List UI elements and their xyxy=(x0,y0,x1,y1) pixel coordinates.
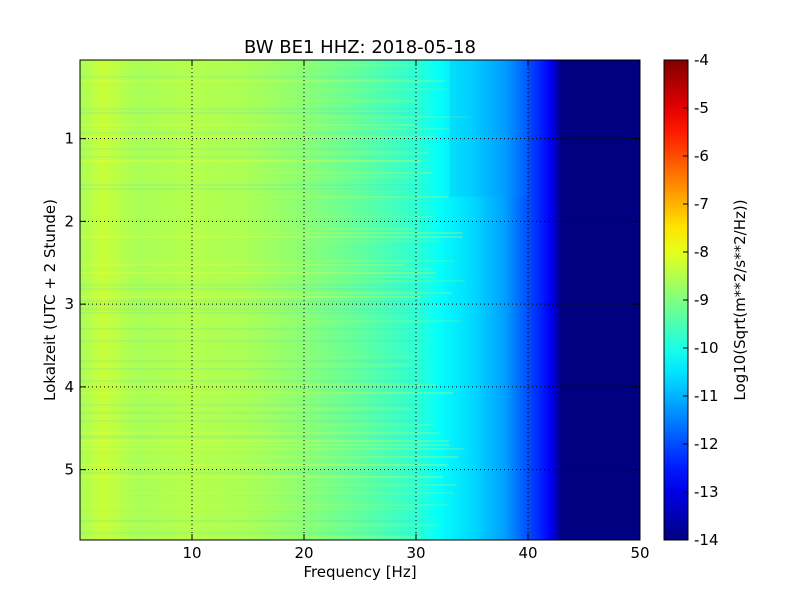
colorbar-tick-label: -10 xyxy=(694,339,719,357)
colorbar-tick-label: -11 xyxy=(694,387,719,405)
colorbar-tick-label: -8 xyxy=(694,243,709,261)
x-tick-label: 40 xyxy=(518,544,537,562)
x-tick-label: 50 xyxy=(630,544,649,562)
colorbar-tick-label: -4 xyxy=(694,51,709,69)
heatmap-row-stripes xyxy=(80,64,470,538)
colorbar-ticks: -4 -5 -6 -7 -8 -9 -10 -11 -12 -13 -14 xyxy=(683,51,719,549)
colorbar-label: Log10(Sqrt(m**2/s**2/Hz)) xyxy=(731,199,749,400)
x-axis-label: Frequency [Hz] xyxy=(303,563,416,581)
y-axis-label: Lokalzeit (UTC + 2 Stunde) xyxy=(41,199,59,401)
colorbar-tick-label: -13 xyxy=(694,483,719,501)
x-tick-label: 10 xyxy=(182,544,201,562)
y-axis-ticks: 1 2 3 4 5 xyxy=(64,130,640,479)
x-tick-label: 30 xyxy=(406,544,425,562)
y-tick-label: 3 xyxy=(64,295,74,313)
spectrogram-plot-area xyxy=(79,59,641,541)
spectrogram-heatmap xyxy=(80,60,640,540)
x-tick-label: 20 xyxy=(294,544,313,562)
colorbar-tick-label: -5 xyxy=(694,99,709,117)
heatmap-low-energy-region xyxy=(449,60,528,197)
colorbar-tick-label: -9 xyxy=(694,291,709,309)
grid-lines xyxy=(80,60,640,540)
colorbar-tick-label: -12 xyxy=(694,435,719,453)
y-tick-label: 1 xyxy=(64,130,74,148)
plot-frame xyxy=(79,59,641,541)
colorbar-tick-label: -14 xyxy=(694,531,719,549)
colorbar: -4 -5 -6 -7 -8 -9 -10 -11 -12 -13 -14 xyxy=(663,51,719,549)
y-tick-label: 5 xyxy=(64,461,74,479)
x-axis-ticks: 10 20 30 40 50 xyxy=(182,60,650,562)
y-tick-label: 2 xyxy=(64,212,74,230)
chart-title: BW BE1 HHZ: 2018-05-18 xyxy=(244,37,476,58)
colorbar-tick-label: -7 xyxy=(694,195,709,213)
colorbar-tick-label: -6 xyxy=(694,147,709,165)
y-tick-label: 4 xyxy=(64,378,74,396)
